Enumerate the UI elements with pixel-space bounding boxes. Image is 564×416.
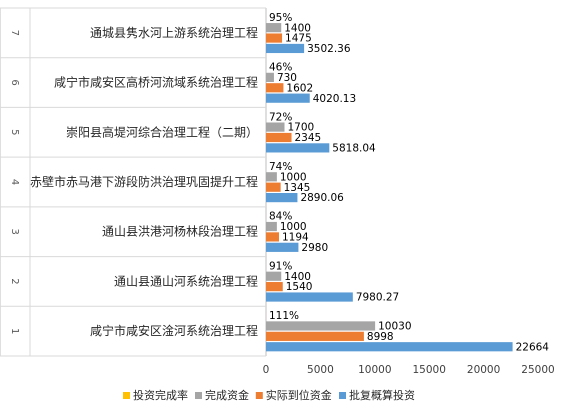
category-number: 3 [9, 229, 20, 235]
category-label: 咸宁市咸安区淦河系统治理工程 [90, 323, 258, 338]
category-axis: 1 咸宁市咸安区淦河系统治理工程 2 通山县通山河系统治理工程 3 通山县洪港河杨林段治理… [9, 25, 258, 338]
data-label: 1194 [282, 232, 309, 244]
category-number: 5 [9, 129, 20, 135]
legend-entry: 批复概算投资 [349, 388, 415, 402]
data-label: 72% [269, 111, 292, 123]
category-label: 崇阳县高堤河综合治理工程（二期） [66, 124, 258, 139]
category-number: 1 [9, 328, 20, 334]
data-label: 3502.36 [307, 43, 351, 55]
tick-label: 20000 [467, 364, 500, 376]
data-label: 91% [269, 260, 292, 272]
chart-axes [0, 7, 267, 357]
data-label: 1000 [280, 221, 307, 233]
data-label: 8998 [367, 331, 394, 343]
data-label: 1400 [284, 271, 311, 283]
tick-label: 0 [263, 364, 270, 376]
data-label: 2980 [301, 242, 328, 254]
legend-swatch [195, 392, 202, 399]
bar [266, 182, 281, 192]
category-label: 咸宁市咸安区高桥河流域系统治理工程 [54, 75, 258, 90]
bar [266, 342, 513, 352]
data-label: 1000 [280, 171, 307, 183]
tick-label: 5000 [307, 364, 334, 376]
data-label: 1475 [285, 33, 312, 45]
data-label: 74% [269, 161, 292, 173]
category-number: 2 [9, 278, 20, 284]
category-label: 通城县隽水河上游系统治理工程 [90, 25, 258, 40]
chart-legend[interactable]: 投资完成率 完成资金 实际到位资金 批复概算投资 [123, 388, 415, 402]
bar [266, 93, 310, 103]
category-number: 4 [9, 179, 20, 185]
bar [266, 282, 283, 292]
category-label: 通山县洪港河杨林段治理工程 [102, 224, 258, 239]
tick-label: 10000 [358, 364, 391, 376]
legend-swatch [255, 392, 263, 399]
bar [266, 33, 283, 43]
bar [266, 43, 305, 54]
data-label: 730 [277, 72, 297, 84]
data-label: 1700 [287, 122, 314, 134]
data-label: 22664 [516, 341, 550, 353]
bar [266, 221, 277, 232]
category-label: 通山县通山河系统治理工程 [114, 273, 258, 288]
chart-plot-area: 111%1003089982266491%140015407980.2784%1… [266, 12, 549, 353]
bar [266, 292, 353, 302]
bar [266, 23, 282, 33]
legend-entry: 实际到位资金 [266, 388, 332, 402]
category-number: 7 [9, 30, 20, 36]
bar [266, 132, 292, 143]
bar [266, 232, 279, 242]
data-label: 84% [269, 211, 292, 223]
data-label: 2890.06 [300, 192, 344, 204]
legend-entry: 投资完成率 [133, 388, 188, 402]
bar [266, 321, 376, 331]
bar [266, 242, 299, 252]
legend-entry: 完成资金 [205, 388, 249, 402]
bar [266, 172, 277, 182]
category-label: 赤壁市赤马港下游段防洪治理巩固提升工程 [30, 174, 258, 189]
legend-swatch [123, 392, 130, 399]
data-label: 2345 [295, 132, 322, 144]
data-label: 1400 [284, 22, 311, 34]
data-label: 111% [269, 310, 299, 322]
data-label: 7980.27 [356, 292, 399, 304]
bar [266, 72, 274, 82]
bar [266, 83, 284, 93]
bar [266, 331, 364, 341]
legend-swatch [339, 392, 346, 399]
bar [266, 122, 285, 132]
value-axis: 0 5000 10000 15000 20000 25000 [263, 364, 555, 376]
category-number: 6 [9, 79, 20, 85]
data-label: 1602 [286, 82, 313, 94]
tick-label: 15000 [412, 364, 445, 376]
bar [266, 271, 282, 281]
data-label: 4020.13 [313, 93, 356, 105]
data-label: 5818.04 [332, 142, 376, 154]
data-label: 95% [269, 12, 292, 24]
data-label: 1540 [286, 281, 313, 293]
bar [266, 193, 298, 203]
bar [266, 143, 330, 153]
tick-label: 25000 [521, 364, 554, 376]
data-label: 46% [269, 62, 292, 74]
data-label: 1345 [284, 182, 311, 194]
data-label: 10030 [378, 321, 411, 333]
